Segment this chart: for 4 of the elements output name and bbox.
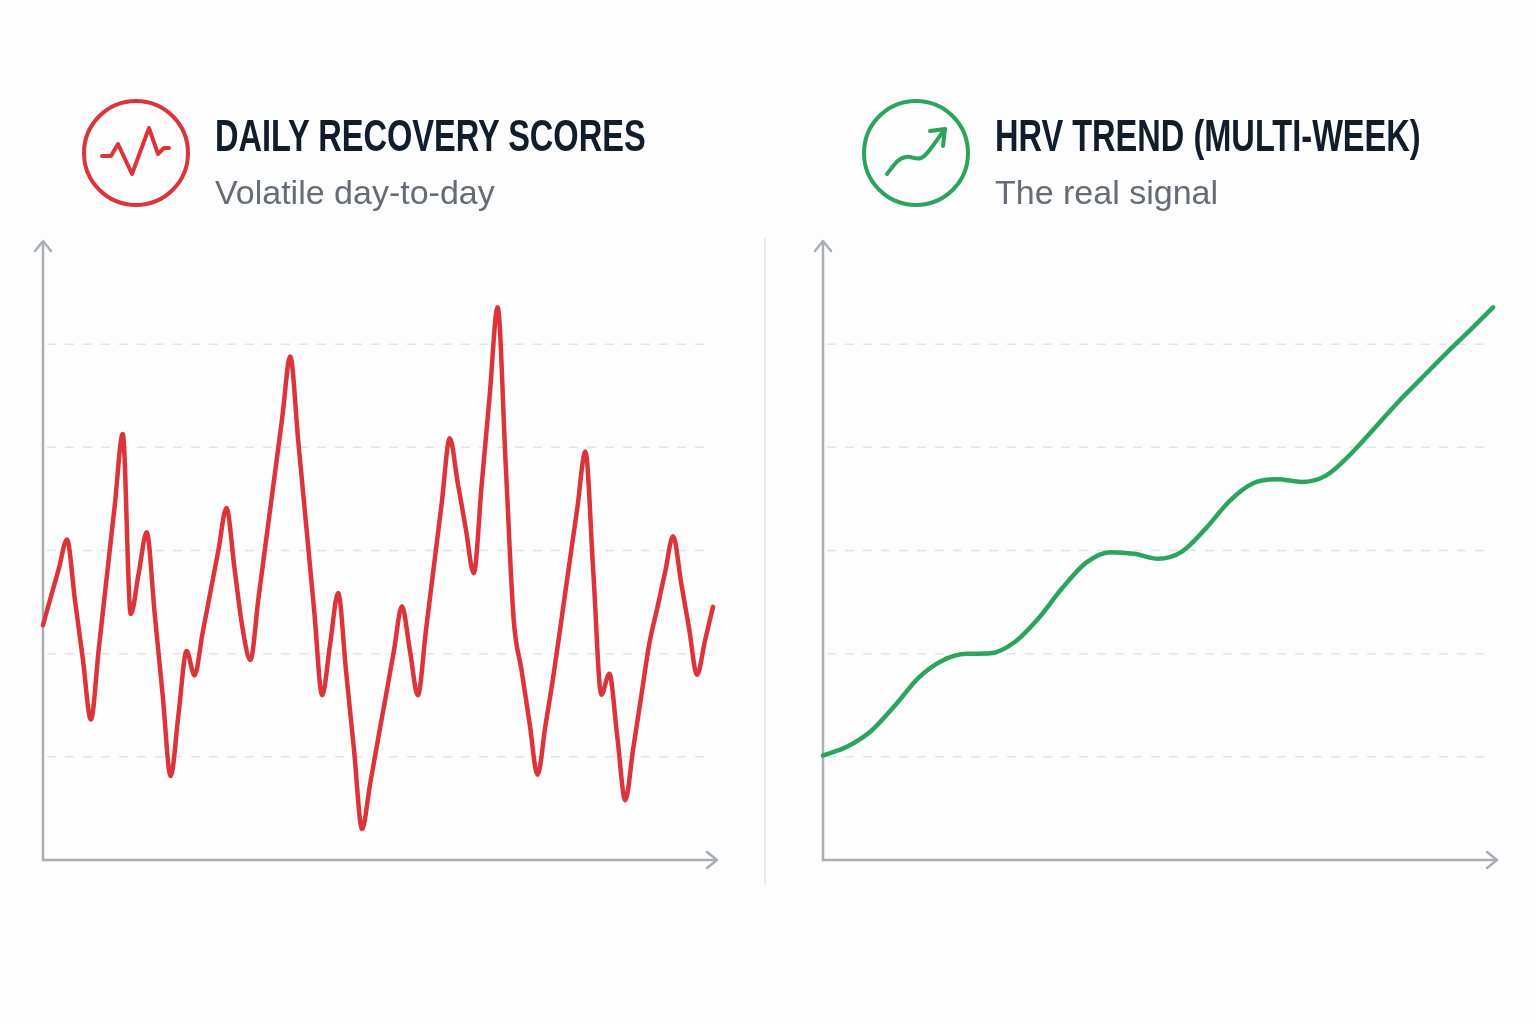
chart-title: DAILY RECOVERY SCORES: [215, 111, 646, 160]
chart-subtitle: Volatile day-to-day: [215, 173, 495, 211]
chart-subtitle: The real signal: [995, 173, 1219, 211]
chart-title: HRV TREND (MULTI-WEEK): [995, 111, 1421, 160]
